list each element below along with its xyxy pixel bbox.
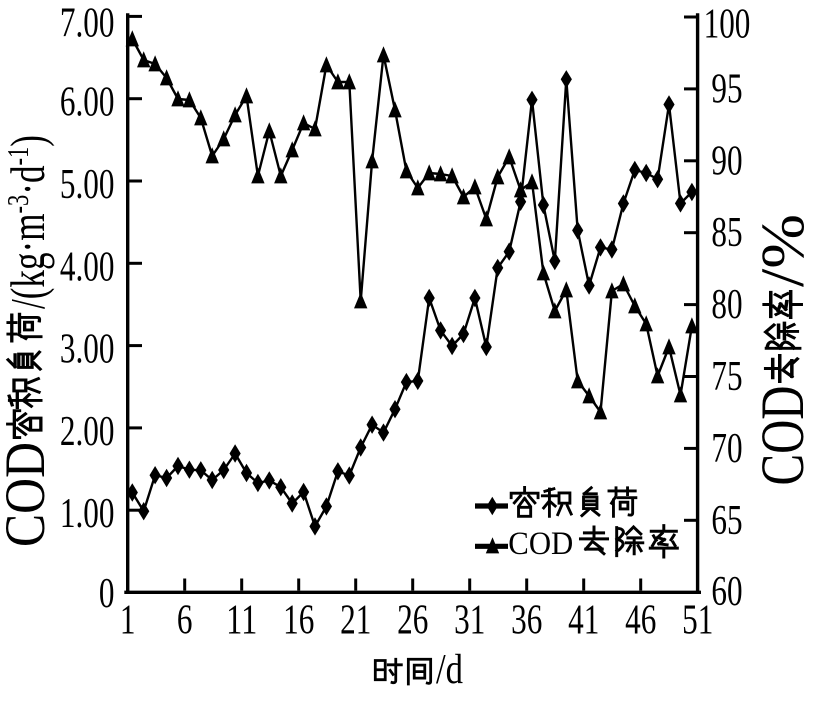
svg-text:6.00: 6.00 [60,80,115,126]
svg-text:60: 60 [711,569,742,615]
svg-text:65: 65 [711,498,742,544]
svg-text:3.00: 3.00 [60,327,115,373]
svg-text:31: 31 [454,598,485,644]
svg-text:90: 90 [711,138,742,184]
svg-text:51: 51 [682,598,713,644]
svg-text:75: 75 [711,354,742,400]
svg-text:4.00: 4.00 [60,244,115,290]
svg-text:85: 85 [711,210,742,256]
svg-text:5.00: 5.00 [60,162,115,208]
svg-text:0: 0 [99,571,115,617]
svg-text:1: 1 [120,598,136,644]
svg-text:/(kg·m-3·d-1): /(kg·m-3·d-1) [1,135,54,309]
svg-text:/%: /% [749,214,817,287]
svg-text:COD: COD [508,526,573,562]
svg-text:36: 36 [511,598,542,644]
svg-text:21: 21 [340,598,371,644]
svg-text:COD: COD [749,386,817,486]
svg-text:11: 11 [226,598,257,644]
svg-text:2.00: 2.00 [60,409,115,455]
svg-text:1.00: 1.00 [60,491,115,537]
svg-text:7.00: 7.00 [60,0,115,46]
svg-text:6: 6 [177,598,193,644]
svg-text:COD: COD [0,442,57,547]
svg-text:46: 46 [625,598,656,644]
svg-text:/d: /d [436,647,463,693]
svg-text:16: 16 [283,598,314,644]
svg-text:80: 80 [711,282,742,328]
svg-text:41: 41 [568,598,599,644]
svg-text:70: 70 [711,426,742,472]
svg-text:26: 26 [397,598,428,644]
svg-text:100: 100 [704,2,751,48]
svg-text:95: 95 [711,66,742,112]
